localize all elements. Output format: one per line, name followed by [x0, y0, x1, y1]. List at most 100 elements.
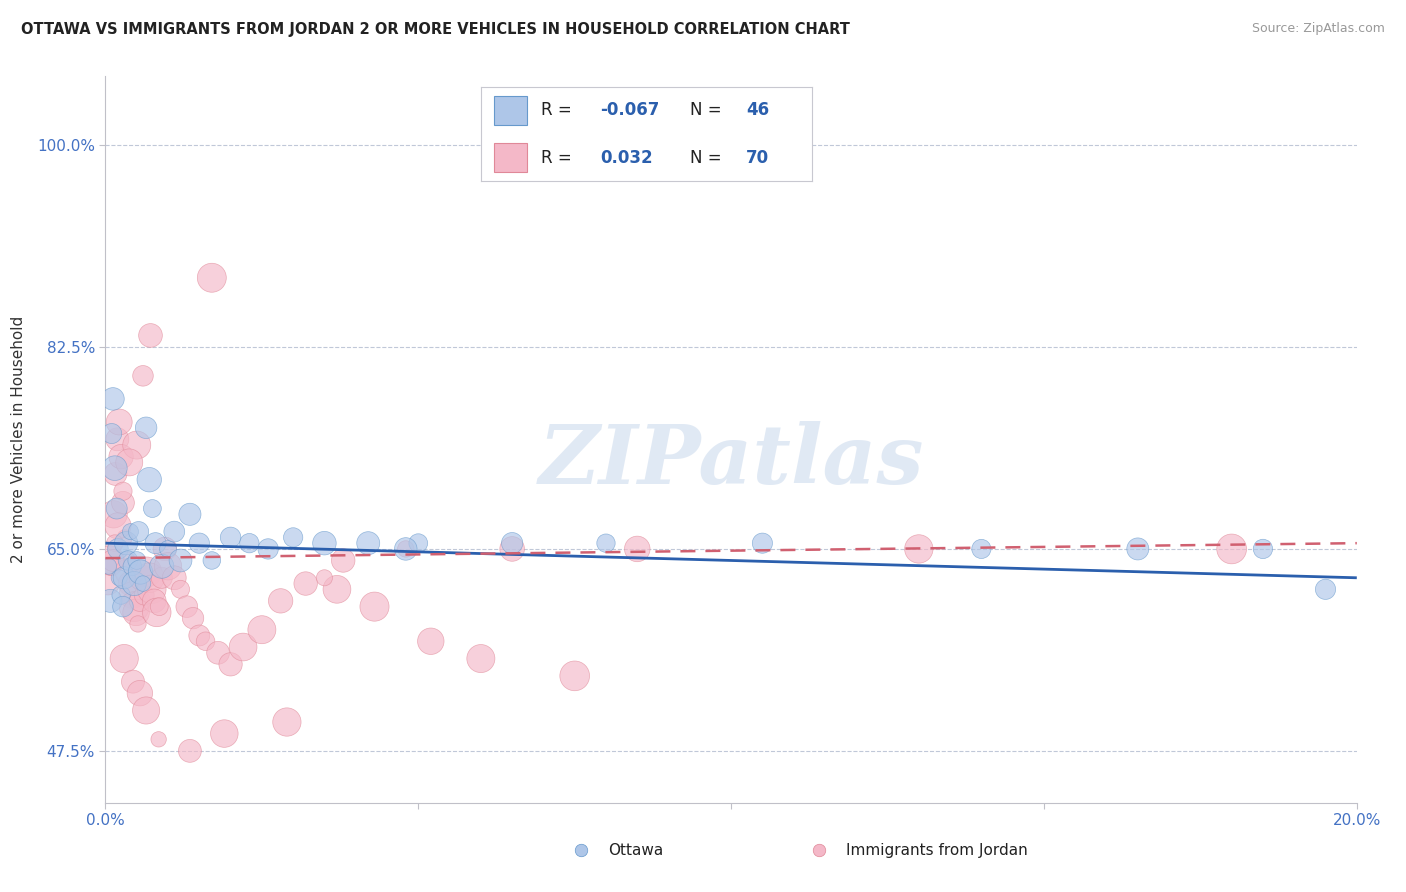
- Point: [157, 559, 180, 574]
- Point: [125, 606, 148, 620]
- Text: OTTAWA VS IMMIGRANTS FROM JORDAN 2 OR MORE VEHICLES IN HOUSEHOLD CORRELATION CHA: OTTAWA VS IMMIGRANTS FROM JORDAN 2 OR MO…: [21, 22, 851, 37]
- Point: [501, 541, 523, 556]
- Point: [219, 657, 242, 672]
- Point: [112, 651, 135, 665]
- Point: [105, 501, 128, 516]
- Point: [104, 536, 127, 550]
- Point: [219, 530, 242, 544]
- Point: [108, 571, 131, 585]
- Point: [201, 553, 224, 567]
- Point: [169, 553, 191, 567]
- Point: [163, 524, 186, 539]
- Point: [105, 433, 128, 447]
- Point: [100, 426, 122, 441]
- Point: [115, 553, 138, 567]
- Point: [150, 559, 173, 574]
- Point: [1315, 582, 1337, 597]
- Point: [157, 541, 180, 556]
- Point: [122, 576, 145, 591]
- Point: [145, 536, 167, 550]
- Point: [112, 571, 135, 585]
- Point: [103, 508, 125, 522]
- Point: [139, 328, 162, 343]
- Point: [232, 640, 254, 654]
- Point: [121, 559, 143, 574]
- Point: [110, 450, 132, 464]
- Point: [188, 628, 211, 642]
- Point: [970, 541, 993, 556]
- Point: [132, 576, 155, 591]
- Point: [395, 541, 418, 556]
- Point: [214, 726, 236, 740]
- Point: [118, 455, 141, 469]
- Point: [141, 582, 163, 597]
- Point: [135, 565, 157, 579]
- Point: [751, 536, 773, 550]
- Point: [238, 536, 260, 550]
- Text: ZIPatlas: ZIPatlas: [538, 421, 924, 501]
- Point: [141, 501, 163, 516]
- Point: [314, 571, 336, 585]
- Point: [153, 541, 176, 556]
- Point: [150, 571, 173, 585]
- Point: [188, 536, 211, 550]
- Point: [117, 565, 139, 579]
- Y-axis label: 2 or more Vehicles in Household: 2 or more Vehicles in Household: [11, 316, 25, 563]
- Point: [110, 588, 132, 602]
- Point: [201, 270, 224, 285]
- Point: [276, 714, 298, 729]
- Point: [114, 530, 136, 544]
- Point: [326, 582, 349, 597]
- Point: [250, 623, 273, 637]
- Point: [107, 519, 129, 533]
- Point: [1251, 541, 1274, 556]
- Point: [395, 541, 418, 556]
- Point: [908, 541, 931, 556]
- Text: Ottawa: Ottawa: [609, 843, 664, 857]
- Point: [1126, 541, 1149, 556]
- Point: [129, 565, 152, 579]
- Point: [470, 651, 492, 665]
- Point: [176, 599, 198, 614]
- Point: [115, 536, 138, 550]
- Point: [294, 576, 316, 591]
- Point: [148, 732, 170, 747]
- Point: [314, 536, 336, 550]
- Point: [111, 599, 134, 614]
- Point: [97, 576, 120, 591]
- Point: [194, 634, 217, 648]
- Point: [148, 599, 170, 614]
- Point: [117, 553, 139, 567]
- Point: [100, 559, 122, 574]
- Point: [125, 438, 148, 452]
- Point: [122, 599, 145, 614]
- Point: [143, 594, 166, 608]
- Point: [332, 553, 354, 567]
- Point: [270, 594, 292, 608]
- Point: [128, 594, 150, 608]
- Point: [132, 368, 155, 383]
- Point: [135, 704, 157, 718]
- Point: [98, 553, 121, 567]
- Point: [104, 467, 127, 481]
- Point: [128, 524, 150, 539]
- Point: [127, 616, 149, 631]
- Point: [100, 594, 122, 608]
- Point: [363, 599, 385, 614]
- Point: [135, 421, 157, 435]
- Point: [408, 536, 430, 550]
- Point: [179, 744, 201, 758]
- Point: [181, 611, 204, 625]
- Point: [104, 461, 127, 475]
- Point: [111, 496, 134, 510]
- Point: [134, 588, 156, 602]
- Point: [97, 559, 120, 574]
- Point: [138, 473, 160, 487]
- Point: [179, 508, 201, 522]
- Point: [122, 674, 145, 689]
- Point: [131, 571, 153, 585]
- Point: [138, 571, 160, 585]
- Point: [108, 415, 131, 429]
- Point: [626, 541, 648, 556]
- Point: [101, 553, 124, 567]
